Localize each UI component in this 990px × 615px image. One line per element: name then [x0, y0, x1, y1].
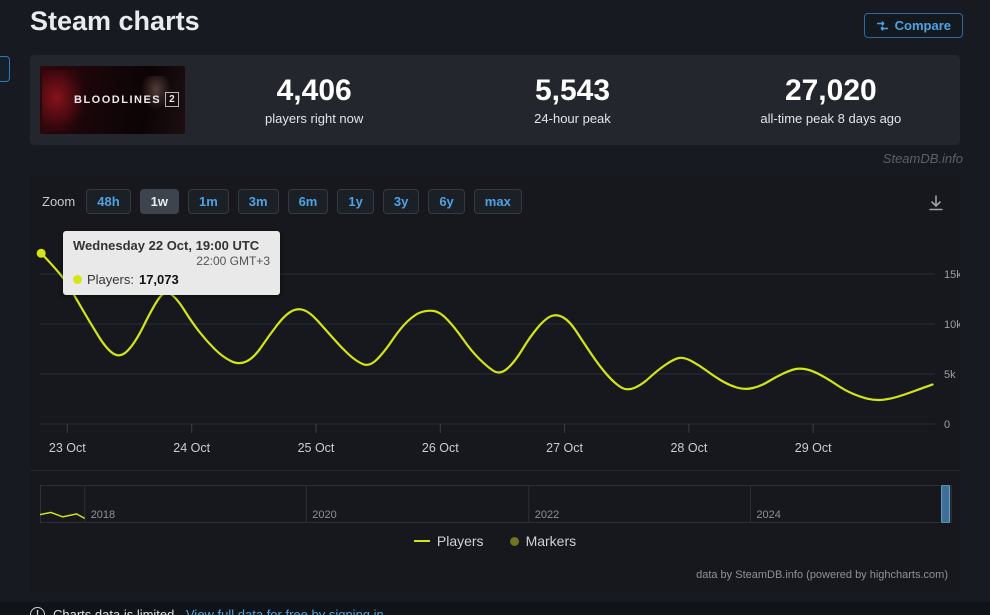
legend-line-swatch [413, 540, 430, 542]
navigator-year-label: 2022 [535, 509, 559, 521]
navigator-year-label: 2020 [312, 509, 336, 521]
legend-item-markers[interactable]: Markers [509, 533, 577, 549]
footer-notice: ! Charts data is limited. View full data… [0, 602, 990, 615]
tooltip-date: Wednesday 22 Oct, 19:00 UTC [73, 238, 260, 253]
chart-panel: Zoom 48h 1w 1m 3m 6m 1y 3y 6y max 0 5k 10k 15k 23 Oc… [30, 175, 960, 593]
zoom-button-6y[interactable]: 6y [428, 189, 465, 214]
zoom-button-1w[interactable]: 1w [139, 189, 179, 214]
zoom-button-6m[interactable]: 6m [287, 189, 329, 214]
chart-credits[interactable]: data by SteamDB.info (powered by highcha… [696, 569, 948, 581]
navigator-year-label: 2018 [91, 509, 115, 521]
stat-alltime-peak: 27,020 all-time peak 8 days ago [702, 74, 960, 126]
page-title: Steam charts [30, 6, 200, 36]
x-axis-label: 28 Oct [670, 441, 707, 455]
legend-label: Players [436, 533, 484, 549]
steamdb-watermark: SteamDB.info [882, 151, 963, 166]
x-axis-label: 23 Oct [49, 441, 86, 455]
tooltip-marker-dot [73, 275, 82, 284]
download-chart-icon[interactable] [926, 193, 946, 218]
zoom-button-48h[interactable]: 48h [86, 189, 131, 214]
footer-signin-link[interactable]: View full data for free by signing in [186, 607, 384, 615]
navigator[interactable]: 2018 2020 2022 2024 [40, 485, 952, 523]
legend-circle-swatch [509, 536, 519, 546]
players-line [40, 252, 934, 402]
zoom-label: Zoom [42, 194, 76, 209]
stat-label: all-time peak 8 days ago [760, 111, 902, 126]
navigator-series [40, 511, 86, 520]
axis-separator [30, 470, 960, 471]
compare-button[interactable]: Compare [863, 13, 963, 38]
navigator-year-label: 2024 [756, 509, 780, 521]
legend-item-players[interactable]: Players [413, 533, 484, 549]
legend-label: Markers [525, 533, 577, 549]
tooltip-series-label: Players: [87, 272, 134, 287]
x-axis-label: 24 Oct [173, 441, 210, 455]
chart-legend: Players Markers [30, 533, 960, 549]
stat-label: 24-hour peak [534, 111, 611, 126]
side-flyout-tab[interactable] [0, 56, 10, 82]
stats-row: 4,406 players right now 5,543 24-hour pe… [185, 74, 960, 126]
stats-panel: BLOODLINES 2 4,406 players right now 5,5… [30, 55, 960, 145]
zoom-row: Zoom 48h 1w 1m 3m 6m 1y 3y 6y max [42, 189, 522, 214]
stat-label: players right now [265, 111, 364, 126]
zoom-button-3y[interactable]: 3y [382, 189, 420, 214]
stat-24h-peak: 5,543 24-hour peak [443, 74, 701, 126]
y-axis-label: 15k [944, 269, 960, 281]
zoom-button-3m[interactable]: 3m [237, 189, 279, 214]
zoom-button-1y[interactable]: 1y [337, 189, 374, 214]
zoom-button-1m[interactable]: 1m [187, 189, 229, 214]
navigator-outline [40, 485, 952, 523]
navigator-handle [941, 485, 951, 523]
stat-value: 4,406 [276, 74, 352, 107]
stat-current-players: 4,406 players right now [185, 74, 443, 126]
y-axis-label: 5k [944, 369, 956, 381]
y-axis-label: 10k [944, 319, 960, 331]
thumbnail-art-red-figure [42, 70, 84, 132]
x-axis-label: 26 Oct [422, 441, 459, 455]
compare-label: Compare [894, 18, 951, 33]
thumbnail-number-badge: 2 [165, 92, 179, 107]
hover-marker [36, 248, 46, 258]
x-axis-label: 25 Oct [298, 441, 335, 455]
x-axis-label: 27 Oct [546, 441, 583, 455]
footer-warning-text: Charts data is limited. [53, 607, 178, 615]
zoom-buttons: 48h 1w 1m 3m 6m 1y 3y 6y max [86, 189, 522, 214]
game-thumbnail[interactable]: BLOODLINES 2 [40, 66, 185, 134]
tooltip-local-time: 22:00 GMT+3 [196, 254, 270, 268]
warning-icon: ! [30, 607, 45, 615]
compare-icon [876, 20, 889, 32]
zoom-button-max[interactable]: max [473, 189, 522, 214]
stat-value: 5,543 [534, 74, 611, 107]
tooltip-value: 17,073 [138, 272, 179, 287]
y-axis-label: 0 [944, 419, 950, 431]
stat-value: 27,020 [784, 74, 877, 107]
thumbnail-title: BLOODLINES [74, 93, 162, 106]
x-axis-label: 29 Oct [795, 441, 832, 455]
chart-tooltip: Wednesday 22 Oct, 19:00 UTC 22:00 GMT+3 … [63, 231, 280, 295]
